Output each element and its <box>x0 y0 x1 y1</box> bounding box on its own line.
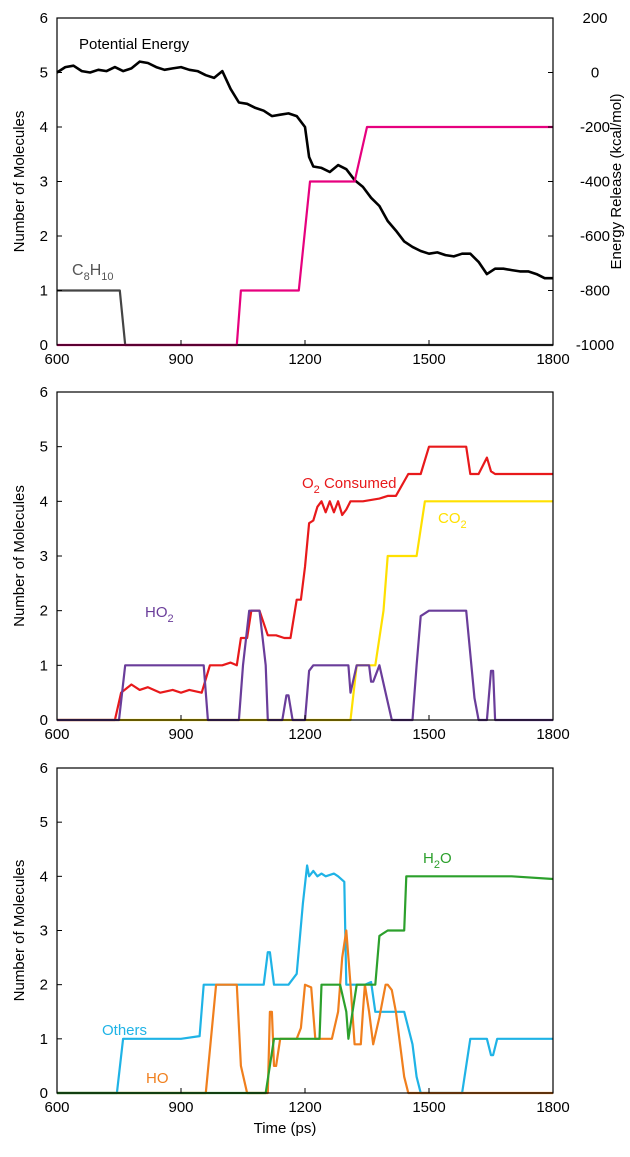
y-tick-label: 1 <box>40 283 48 300</box>
y-tick-label: 5 <box>40 65 48 82</box>
series-line-ho <box>57 929 553 1095</box>
panel-bottom: 600 900 1200 1500 1800 0 1 2 3 4 5 6 Number of Molec… <box>11 760 570 1137</box>
y-tick-label: 1 <box>40 657 48 674</box>
y-tick-label: 4 <box>40 119 48 136</box>
series-line-series-2 <box>57 125 553 347</box>
annotation-ho2: HO2 <box>145 604 174 625</box>
x-tick-label: 900 <box>168 726 193 743</box>
x-tick-label: 1500 <box>412 351 445 368</box>
y-tick-label: 6 <box>40 760 48 777</box>
y-tick-label: 5 <box>40 814 48 831</box>
annotation-ho: HO <box>146 1070 169 1087</box>
series-line-potential-energy <box>56 60 553 280</box>
x-tick-label: 900 <box>168 1099 193 1116</box>
y-tick-label: 3 <box>40 923 48 940</box>
series-line-h2o <box>57 875 554 1095</box>
y-tick-label: 5 <box>40 439 48 456</box>
y2-tick-label: -1000 <box>576 337 614 354</box>
y-tick-label: 0 <box>40 337 48 354</box>
annotation-potential-energy: Potential Energy <box>79 36 190 53</box>
x-axis-label: Time (ps) <box>254 1120 317 1137</box>
panel-middle: 600 900 1200 1500 1800 0 1 2 3 4 5 6 Number of Molec… <box>11 384 570 743</box>
series-line-co2 <box>57 500 553 722</box>
y-tick-label: 2 <box>40 603 48 620</box>
y2-tick-label: -600 <box>580 228 610 245</box>
annotation-others: Others <box>102 1022 147 1039</box>
x-tick-label: 600 <box>44 351 69 368</box>
series-line-c8h10 <box>57 289 553 347</box>
y-tick-label: 6 <box>40 10 48 27</box>
y-tick-label: 3 <box>40 174 48 191</box>
x-tick-label: 1800 <box>536 351 569 368</box>
x-tick-label: 1500 <box>412 1099 445 1116</box>
y2-axis-label: Energy Release (kcal/mol) <box>608 94 625 270</box>
y-axis-label: Number of Molecules <box>11 485 28 627</box>
series-line-o2-consumed <box>57 445 553 722</box>
y2-tick-label: -400 <box>580 174 610 191</box>
y-axis-label: Number of Molecules <box>11 860 28 1002</box>
series-line-ho2 <box>57 609 553 722</box>
y-axis-label: Number of Molecules <box>11 111 28 253</box>
x-tick-label: 1500 <box>412 726 445 743</box>
x-tick-label: 1200 <box>288 1099 321 1116</box>
y-tick-label: 1 <box>40 1031 48 1048</box>
panel-top: 600 900 1200 1500 1800 0 1 2 3 4 5 6 -1000 -800 -600 -4… <box>11 10 625 368</box>
x-tick-label: 1800 <box>536 1099 569 1116</box>
x-tick-label: 1800 <box>536 726 569 743</box>
annotation-c8h10: C8H10 <box>72 262 114 283</box>
y-tick-label: 6 <box>40 384 48 401</box>
y2-tick-label: -200 <box>580 119 610 136</box>
series-line-others <box>57 864 553 1095</box>
y2-tick-label: 0 <box>591 65 599 82</box>
x-tick-label: 1200 <box>288 726 321 743</box>
x-tick-label: 900 <box>168 351 193 368</box>
x-tick-label: 600 <box>44 1099 69 1116</box>
annotation-h2o: H2O <box>423 850 452 871</box>
y-tick-label: 4 <box>40 493 48 510</box>
y-tick-label: 2 <box>40 228 48 245</box>
x-tick-label: 1200 <box>288 351 321 368</box>
y-tick-label: 0 <box>40 1085 48 1102</box>
plot-frame <box>56 767 554 1094</box>
annotation-o2-consumed: O2 Consumed <box>302 475 397 496</box>
y-tick-label: 2 <box>40 977 48 994</box>
y-tick-label: 4 <box>40 868 48 885</box>
y-tick-label: 3 <box>40 548 48 565</box>
y2-tick-label: 200 <box>582 10 607 27</box>
y2-tick-label: -800 <box>580 283 610 300</box>
annotation-co2: CO2 <box>438 510 467 531</box>
y-tick-label: 0 <box>40 712 48 729</box>
x-tick-label: 600 <box>44 726 69 743</box>
